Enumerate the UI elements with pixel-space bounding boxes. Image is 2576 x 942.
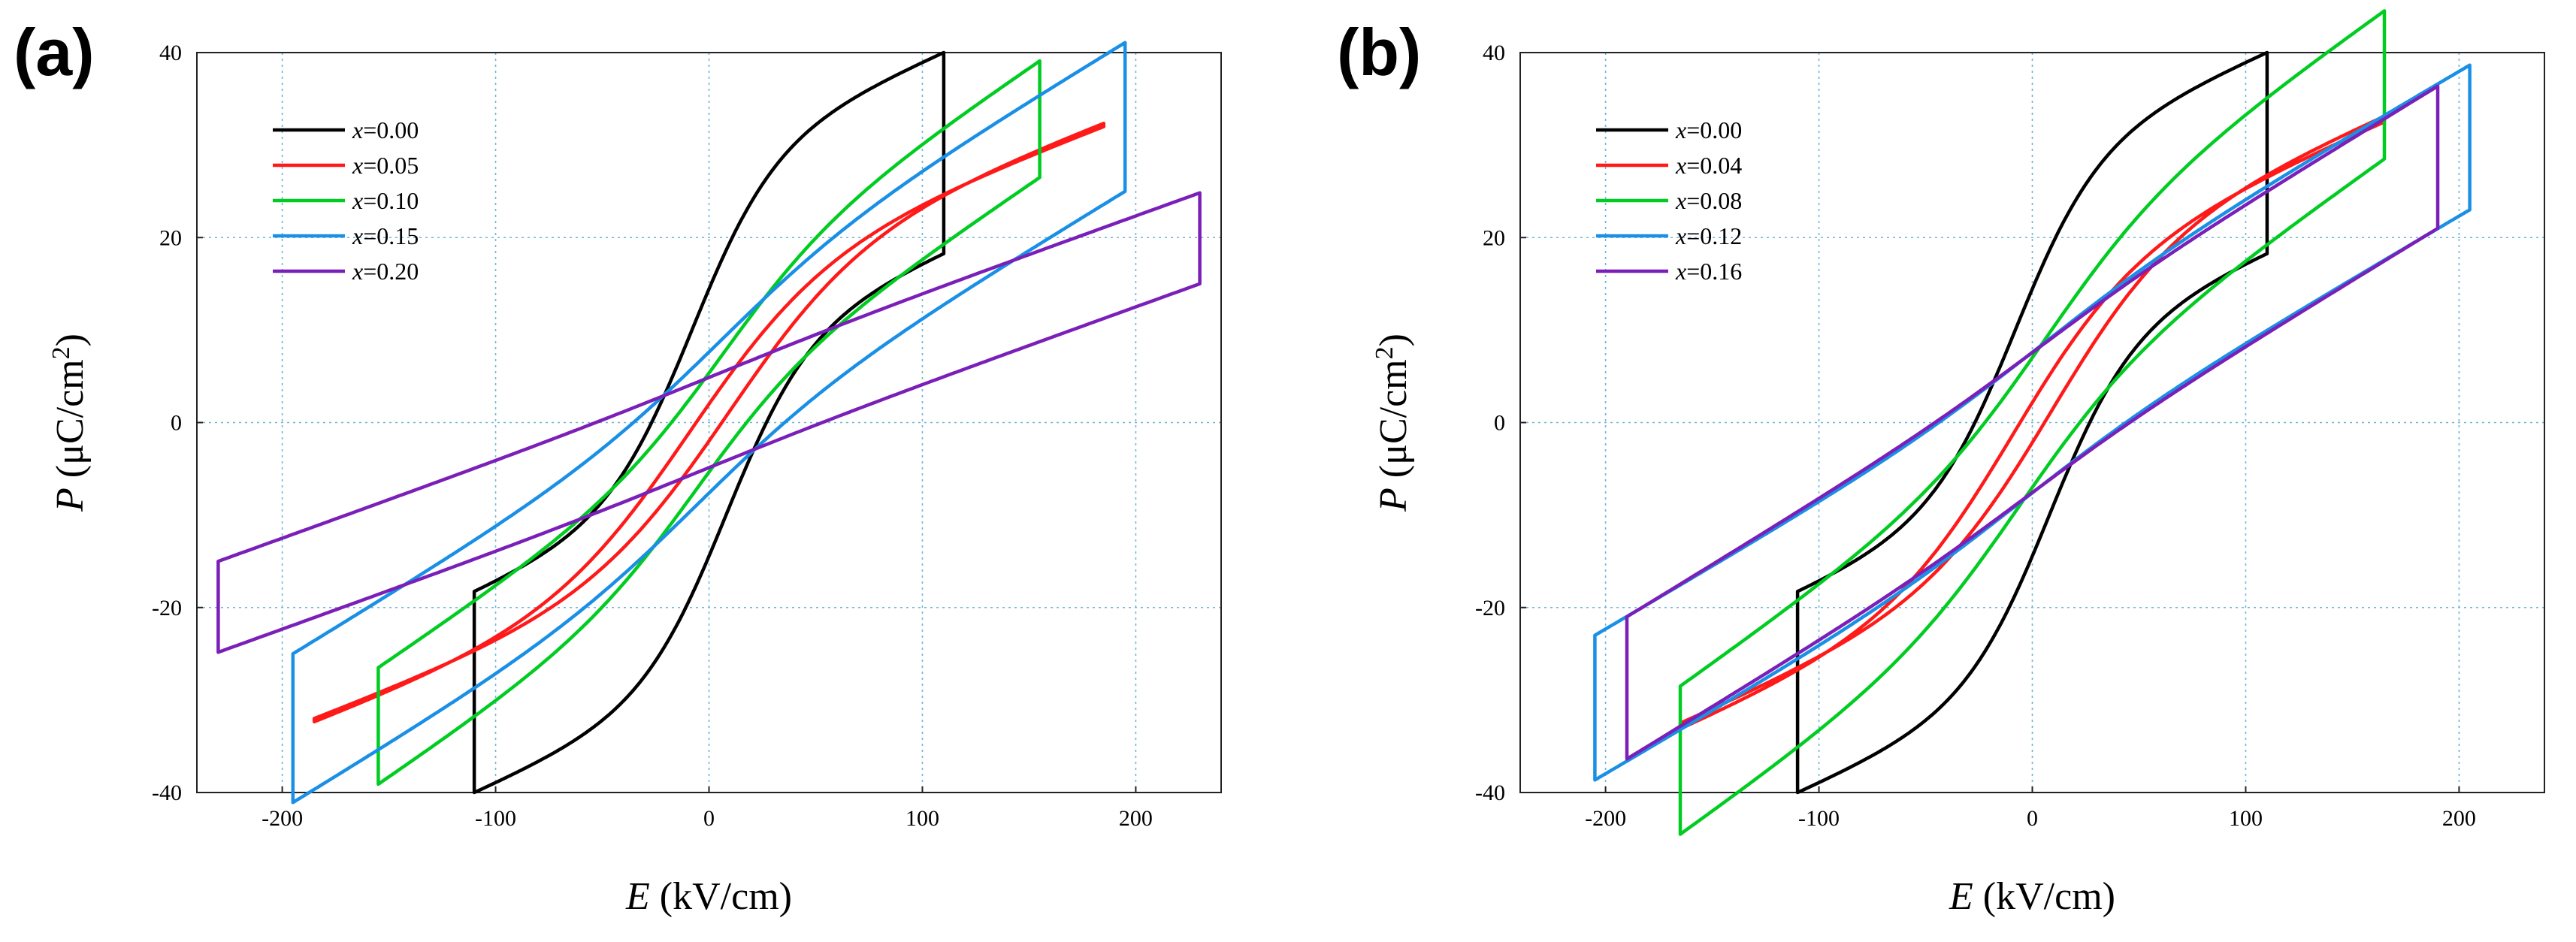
x-tick-label: 0: [2027, 806, 2038, 831]
legend-entry: x=0.00: [1675, 116, 1742, 143]
legend-entry: x=0.05: [352, 152, 419, 179]
series-loop-2: [1678, 9, 2387, 836]
y-tick-label: 20: [159, 225, 182, 250]
legend-value: =0.00: [1686, 116, 1742, 143]
x-axis-label: E (kV/cm): [1949, 875, 2115, 918]
series-loop-1: [312, 121, 1106, 724]
y-tick-label: 40: [1483, 41, 1505, 65]
series-loop-4: [1625, 84, 2440, 761]
legend-var: x: [1675, 152, 1686, 179]
x-tick-label: -100: [1798, 806, 1840, 831]
series-loop-0: [472, 50, 946, 795]
panel-b: (b)-200 -100 0 100 200-40-2002040x=0.00x=0.0…: [1337, 9, 2545, 918]
legend-value: =0.12: [1686, 222, 1742, 249]
legend-var: x: [352, 222, 363, 249]
x-tick-label: 200: [1119, 806, 1153, 831]
series-loop-2: [376, 59, 1042, 787]
legend-value: =0.04: [1686, 152, 1742, 179]
legend-value: =0.05: [363, 152, 419, 179]
x-tick-label: -200: [262, 806, 303, 831]
legend-entry: x=0.04: [1675, 152, 1742, 179]
legend-var: x: [1675, 116, 1686, 143]
legend-value: =0.00: [363, 116, 419, 143]
x-tick-label: -200: [1585, 806, 1626, 831]
x-tick-label: 200: [2442, 806, 2476, 831]
y-tick-label: 0: [1494, 411, 1505, 436]
y-axis-label: P (μC/cm2): [47, 334, 92, 512]
x-tick-label: 100: [906, 806, 939, 831]
x-tick-label: 100: [2229, 806, 2263, 831]
legend-var: x: [1675, 187, 1686, 214]
x-axis-label: E (kV/cm): [625, 875, 792, 918]
legend-entry: x=0.15: [352, 222, 419, 249]
y-tick-label: 40: [159, 41, 182, 65]
legend-entry: x=0.20: [352, 258, 419, 285]
legend-var: x: [352, 258, 363, 285]
legend-var: x: [352, 116, 363, 143]
x-tick-label: -100: [475, 806, 516, 831]
y-tick-label: -40: [1475, 780, 1505, 805]
legend-value: =0.10: [363, 187, 419, 214]
legend-entry: x=0.08: [1675, 187, 1742, 214]
y-tick-label: -20: [1475, 596, 1505, 620]
legend-value: =0.20: [363, 258, 419, 285]
legend-value: =0.15: [363, 222, 419, 249]
legend-value: =0.08: [1686, 187, 1742, 214]
y-tick-label: 20: [1483, 225, 1505, 250]
y-tick-label: 0: [171, 411, 182, 436]
legend-var: x: [352, 187, 363, 214]
legend-entry: x=0.12: [1675, 222, 1742, 249]
legend-value: =0.16: [1686, 258, 1742, 285]
panel-label: (b): [1337, 15, 1421, 89]
series-loop-4: [216, 191, 1202, 654]
panel-a: (a)-200 -100 0 100 200-40-2002040x=0.00x=0.0…: [14, 15, 1222, 918]
legend-var: x: [352, 152, 363, 179]
legend-entry: x=0.16: [1675, 258, 1742, 285]
legend-entry: x=0.10: [352, 187, 419, 214]
legend-entry: x=0.00: [352, 116, 419, 143]
y-tick-label: -40: [152, 780, 182, 805]
series-loop-3: [1593, 63, 2472, 782]
x-tick-label: 0: [703, 806, 715, 831]
legend-var: x: [1675, 258, 1686, 285]
legend-var: x: [1675, 222, 1686, 249]
y-tick-label: -20: [152, 596, 182, 620]
y-axis-label: P (μC/cm2): [1371, 334, 1415, 512]
panel-label: (a): [14, 15, 95, 89]
series-loop-3: [291, 41, 1127, 805]
